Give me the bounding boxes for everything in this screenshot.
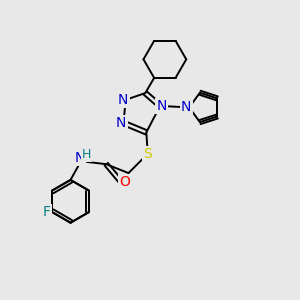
Text: O: O bbox=[119, 175, 130, 189]
Text: N: N bbox=[118, 93, 128, 107]
Text: S: S bbox=[143, 147, 152, 161]
Text: H: H bbox=[82, 148, 91, 161]
Text: N: N bbox=[156, 99, 167, 113]
Text: N: N bbox=[181, 100, 191, 114]
Text: N: N bbox=[74, 151, 85, 165]
Text: F: F bbox=[43, 205, 51, 219]
Text: N: N bbox=[116, 116, 126, 130]
